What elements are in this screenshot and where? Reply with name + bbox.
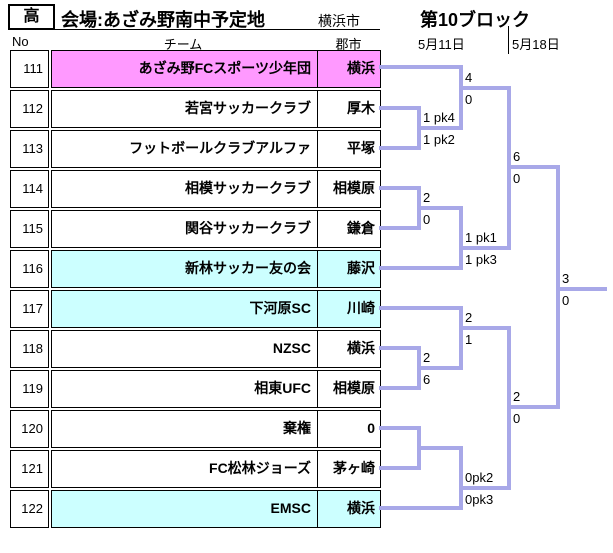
team-name: EMSC [270,500,311,516]
match-score: 2 [513,389,520,404]
table-row: FC松林ジョーズ 茅ヶ崎 [51,450,381,488]
table-row: NZSC 横浜 [51,330,381,368]
team-number: 114 [10,170,49,208]
team-number: 121 [10,450,49,488]
team-name: あざみ野FCスポーツ少年団 [138,60,311,76]
table-row: EMSC 横浜 [51,490,381,528]
team-city: 厚木 [317,91,380,127]
match-score: 0pk3 [465,492,493,507]
table-row: 下河原SC 川崎 [51,290,381,328]
team-number: 119 [10,370,49,408]
venue-title: 会場:あざみ野南中予定地 [61,10,265,30]
match-score: 2 [465,310,472,325]
match-score: 1 pk3 [465,252,497,267]
column-header-no: No [12,34,29,49]
table-row: 関谷サッカークラブ 鎌倉 [51,210,381,248]
team-city: 茅ヶ崎 [317,451,380,487]
match-score: 2 [423,350,430,365]
team-city: 横浜 [317,51,380,87]
table-row: 新林サッカー友の会 藤沢 [51,250,381,288]
table-row: 若宮サッカークラブ 厚木 [51,90,381,128]
match-score: 1 pk4 [423,110,455,125]
team-name: 新林サッカー友の会 [185,260,311,276]
match-score: 1 pk1 [465,230,497,245]
column-header-city: 郡市 [335,37,362,52]
match-score: 0 [465,92,472,107]
team-number: 122 [10,490,49,528]
team-city: 0 [317,411,380,447]
team-number: 118 [10,330,49,368]
team-city: 相模原 [317,171,380,207]
team-city: 横浜 [317,331,380,367]
block-title: 第10ブロック [420,10,531,30]
team-city: 川崎 [317,291,380,327]
match-score: 0 [562,293,569,308]
match-score: 6 [513,149,520,164]
team-number: 117 [10,290,49,328]
team-name: フットボールクラブアルファ [129,140,311,156]
match-score: 1 [465,332,472,347]
team-city: 藤沢 [317,251,380,287]
team-name: 棄権 [283,420,311,436]
team-number: 115 [10,210,49,248]
team-number: 116 [10,250,49,288]
team-number: 111 [10,50,49,88]
team-name: 相東UFC [254,380,311,396]
table-row: フットボールクラブアルファ 平塚 [51,130,381,168]
team-name: 関谷サッカークラブ [185,220,311,236]
team-city: 相模原 [317,371,380,407]
match-score: 0pk2 [465,470,493,485]
match-score: 3 [562,271,569,286]
table-row: 相模サッカークラブ 相模原 [51,170,381,208]
team-name: 下河原SC [249,300,311,316]
date-header-round2: 5月18日 [512,37,560,52]
match-score: 0 [513,411,520,426]
match-score: 6 [423,372,430,387]
team-city: 横浜 [317,491,380,527]
team-name: FC松林ジョーズ [209,460,311,476]
table-row: 棄権 0 [51,410,381,448]
team-name: 相模サッカークラブ [185,180,311,196]
match-score: 0 [513,171,520,186]
table-row: あざみ野FCスポーツ少年団 横浜 [51,50,381,88]
match-score: 2 [423,190,430,205]
team-city: 鎌倉 [317,211,380,247]
match-score: 0 [423,212,430,227]
team-number: 113 [10,130,49,168]
match-score: 4 [465,70,472,85]
match-score: 1 pk2 [423,132,455,147]
team-number: 120 [10,410,49,448]
date-header-round1: 5月11日 [418,37,465,52]
team-number: 112 [10,90,49,128]
team-name: NZSC [272,340,311,356]
team-name: 若宮サッカークラブ [185,100,311,116]
column-header-team: チーム [163,37,203,52]
team-city: 平塚 [317,131,380,167]
title-underline [43,29,380,30]
venue-city: 横浜市 [318,13,360,29]
grade-box: 高 [8,4,55,30]
date-divider-line [508,26,509,54]
